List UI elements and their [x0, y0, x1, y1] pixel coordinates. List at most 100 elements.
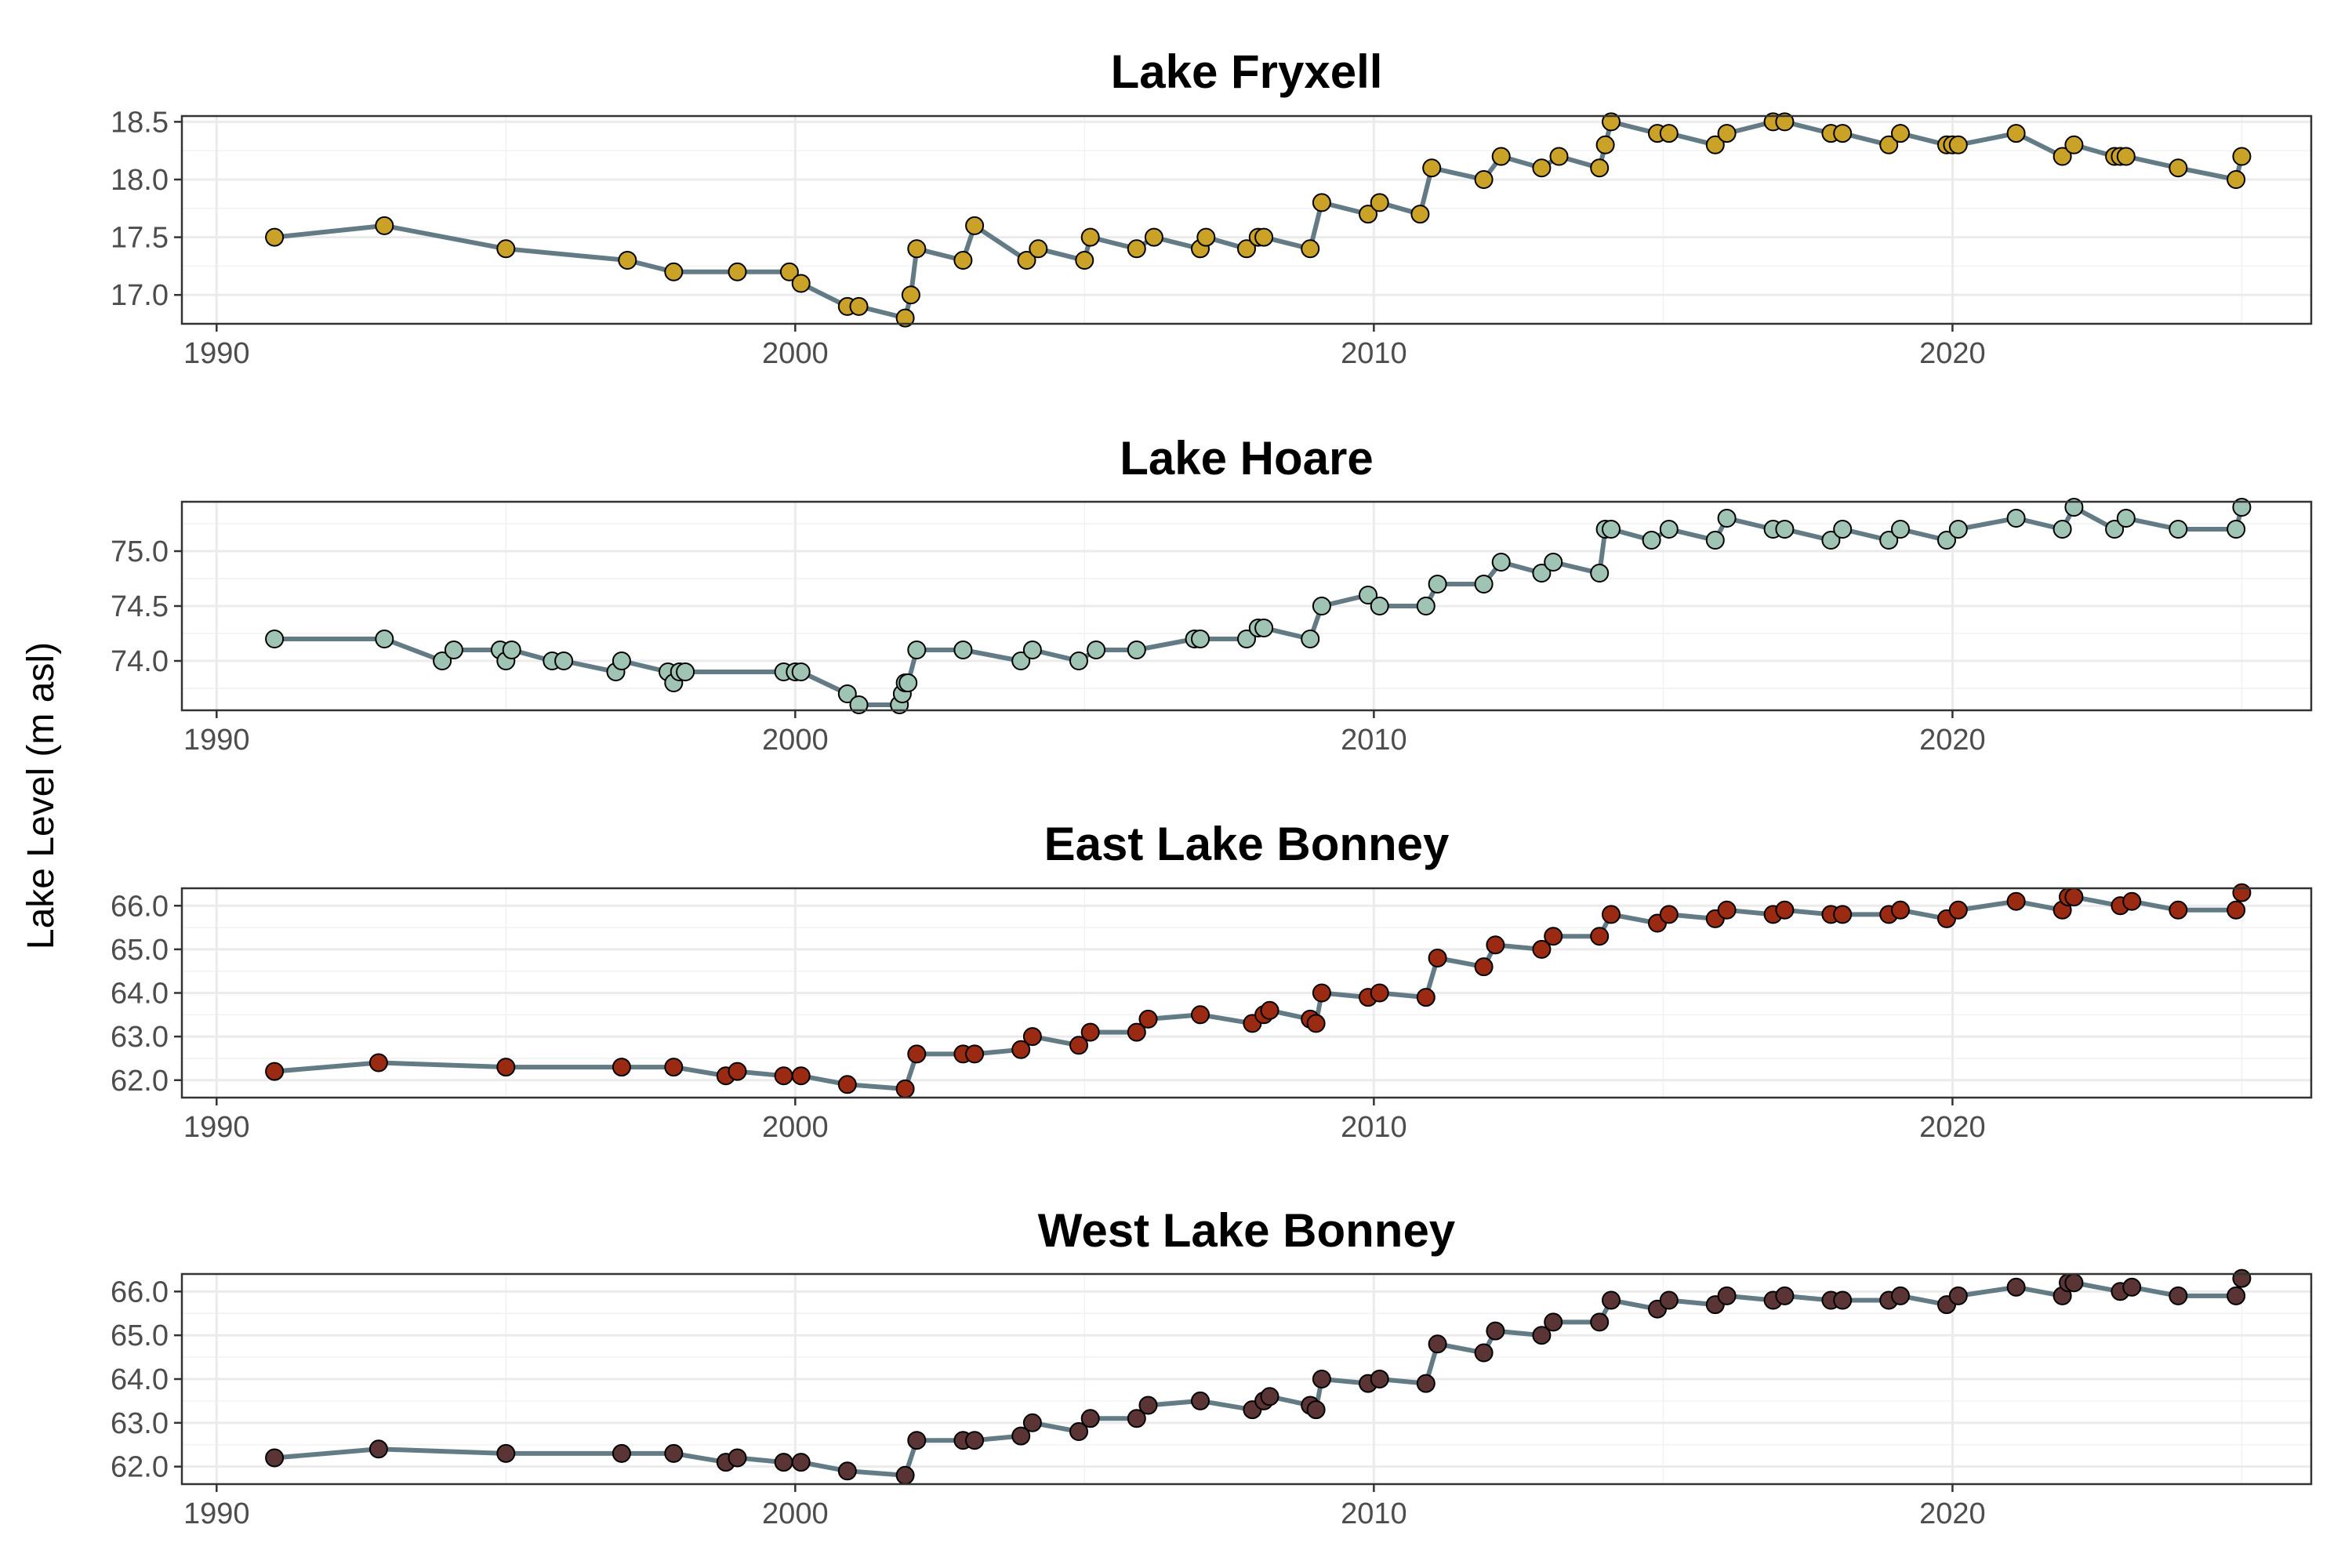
data-point — [496, 1443, 516, 1463]
y-tick-label: 17.5 — [111, 222, 169, 255]
x-tick-label: 2020 — [1919, 724, 1986, 757]
data-point — [1138, 1009, 1158, 1029]
x-tick-label: 1990 — [183, 337, 250, 370]
grid — [182, 116, 2311, 324]
data-point — [728, 1062, 747, 1081]
data-point — [1069, 1036, 1088, 1055]
series — [265, 112, 2252, 328]
data-point — [2116, 147, 2136, 166]
data-point — [1590, 1312, 1610, 1332]
y-tick-label: 74.5 — [111, 590, 169, 623]
panel-2: East Lake Bonney 1990 2000 2010 2020 62.0 63.0… — [111, 818, 2313, 1144]
data-point — [676, 662, 695, 681]
data-point — [953, 251, 973, 270]
data-point — [2169, 900, 2188, 920]
y-tick-label: 66.0 — [111, 1276, 169, 1308]
data-point — [1948, 900, 1968, 920]
data-point — [1017, 251, 1036, 270]
data-point — [496, 1058, 516, 1077]
plot-background — [182, 116, 2311, 324]
series — [265, 498, 2252, 714]
data-point — [1775, 1286, 1795, 1305]
data-point — [1879, 531, 1899, 550]
data-point — [1474, 957, 1494, 977]
data-point — [1428, 949, 1447, 967]
data-point — [2006, 509, 2026, 528]
x-tick-label: 2000 — [762, 1497, 829, 1530]
data-point — [1370, 983, 1389, 1003]
data-point — [1428, 575, 1447, 593]
data-point — [2232, 1269, 2252, 1288]
data-point — [1590, 158, 1610, 178]
data-point — [895, 308, 915, 328]
data-point — [1544, 927, 1563, 946]
data-point — [2064, 135, 2084, 154]
y-tick-label: 63.0 — [111, 1021, 169, 1054]
data-point — [2064, 887, 2084, 907]
data-point — [728, 262, 747, 281]
panel-title: West Lake Bonney — [1038, 1204, 1456, 1257]
data-point — [1891, 124, 1910, 143]
data-point — [612, 652, 631, 670]
data-point — [1359, 586, 1377, 604]
y-tick-label: 65.0 — [111, 1319, 169, 1352]
y-tick-label: 18.0 — [111, 164, 169, 197]
data-point — [1237, 630, 1256, 648]
data-point — [496, 239, 516, 259]
data-point — [1775, 520, 1795, 539]
x-tick-label: 2010 — [1341, 337, 1407, 370]
data-point — [1486, 935, 1505, 955]
data-point — [265, 1062, 285, 1081]
data-point — [1144, 227, 1163, 247]
data-point — [1532, 564, 1552, 583]
data-point — [1717, 1286, 1737, 1305]
data-point — [368, 1439, 388, 1459]
data-point — [774, 1066, 793, 1086]
data-point — [2227, 1286, 2246, 1305]
data-point — [2169, 158, 2188, 178]
y-axis-title: Lake Level (m asl) — [20, 642, 62, 949]
y-tick-label: 64.0 — [111, 1363, 169, 1396]
data-point — [2006, 891, 2026, 911]
data-point — [2232, 883, 2252, 902]
data-point — [433, 652, 452, 670]
data-point — [1705, 135, 1725, 154]
grid — [182, 1274, 2311, 1484]
data-point — [554, 652, 574, 670]
x-tick-label: 1990 — [183, 1111, 250, 1144]
data-point — [953, 641, 973, 659]
y-tick-label: 64.0 — [111, 978, 169, 1011]
panel-3: West Lake Bonney 1990 2000 2010 2020 62.0 63.0… — [111, 1204, 2313, 1530]
y-tick-label: 17.0 — [111, 279, 169, 312]
x-tick-label: 1990 — [183, 1497, 250, 1530]
data-point — [2064, 1273, 2084, 1293]
y-tick-label: 65.0 — [111, 934, 169, 967]
data-point — [1717, 900, 1737, 920]
data-point — [1237, 239, 1256, 259]
data-point — [1491, 553, 1511, 572]
data-point — [1416, 597, 1436, 615]
data-point — [907, 641, 927, 659]
data-point — [837, 1075, 857, 1094]
data-point — [2053, 520, 2072, 539]
data-point — [1260, 1387, 1279, 1406]
data-point — [1080, 1022, 1100, 1042]
data-point — [901, 285, 920, 305]
data-point — [1595, 135, 1615, 154]
data-point — [2006, 124, 2026, 143]
data-point — [1312, 983, 1331, 1003]
data-point — [1011, 652, 1031, 670]
data-point — [1312, 1370, 1331, 1388]
data-point — [375, 630, 394, 648]
data-point — [1642, 531, 1661, 550]
data-point — [1191, 1005, 1210, 1025]
data-point — [1422, 158, 1442, 178]
data-point — [907, 1044, 927, 1064]
data-point — [612, 1058, 631, 1077]
data-point — [774, 1453, 793, 1472]
data-point — [1544, 553, 1563, 572]
data-point — [1549, 147, 1569, 166]
x-tick-label: 2010 — [1341, 724, 1407, 757]
data-point — [1659, 1290, 1679, 1310]
